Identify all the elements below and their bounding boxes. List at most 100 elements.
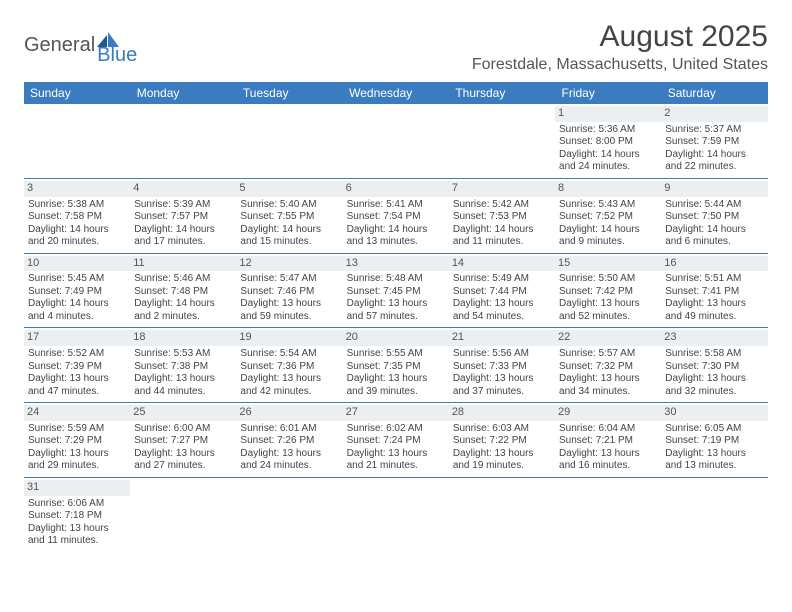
sunset-line: Sunset: 7:27 PM (134, 435, 232, 448)
daylight-line: and 39 minutes. (347, 386, 445, 399)
day-cell: 6Sunrise: 5:41 AMSunset: 7:54 PMDaylight… (343, 178, 449, 253)
sunset-line: Sunset: 7:55 PM (240, 211, 338, 224)
daylight-line: Daylight: 13 hours (665, 373, 763, 386)
daylight-line: Daylight: 14 hours (559, 224, 657, 237)
sunrise-line: Sunrise: 5:58 AM (665, 348, 763, 361)
sunset-line: Sunset: 7:38 PM (134, 361, 232, 374)
day-cell (236, 104, 342, 178)
daylight-line: Daylight: 13 hours (240, 298, 338, 311)
daylight-line: and 4 minutes. (28, 311, 126, 324)
daylight-line: and 24 minutes. (559, 161, 657, 174)
day-cell (555, 477, 661, 551)
day-cell: 23Sunrise: 5:58 AMSunset: 7:30 PMDayligh… (661, 328, 767, 403)
sunset-line: Sunset: 7:58 PM (28, 211, 126, 224)
day-header-row: Sunday Monday Tuesday Wednesday Thursday… (24, 82, 768, 104)
daylight-line: Daylight: 13 hours (665, 298, 763, 311)
sunset-line: Sunset: 7:33 PM (453, 361, 551, 374)
sunset-line: Sunset: 7:52 PM (559, 211, 657, 224)
daylight-line: and 19 minutes. (453, 460, 551, 473)
daylight-line: and 6 minutes. (665, 236, 763, 249)
page: General Blue August 2025 Forestdale, Mas… (0, 0, 792, 572)
day-number: 2 (661, 106, 767, 122)
sunset-line: Sunset: 7:19 PM (665, 435, 763, 448)
day-cell: 5Sunrise: 5:40 AMSunset: 7:55 PMDaylight… (236, 178, 342, 253)
sunrise-line: Sunrise: 6:06 AM (28, 498, 126, 511)
sunrise-line: Sunrise: 5:52 AM (28, 348, 126, 361)
day-number (343, 480, 449, 482)
day-number: 17 (24, 330, 130, 346)
daylight-line: Daylight: 13 hours (453, 448, 551, 461)
sunset-line: Sunset: 7:32 PM (559, 361, 657, 374)
daylight-line: and 22 minutes. (665, 161, 763, 174)
day-number (236, 480, 342, 482)
day-number: 3 (24, 181, 130, 197)
day-cell: 29Sunrise: 6:04 AMSunset: 7:21 PMDayligh… (555, 403, 661, 478)
daylight-line: and 32 minutes. (665, 386, 763, 399)
logo: General Blue (24, 26, 137, 65)
daylight-line: and 57 minutes. (347, 311, 445, 324)
daylight-line: and 34 minutes. (559, 386, 657, 399)
daylight-line: and 21 minutes. (347, 460, 445, 473)
logo-text-2: Blue (97, 44, 137, 67)
day-number: 4 (130, 181, 236, 197)
dayheader-tue: Tuesday (236, 82, 342, 104)
day-cell: 10Sunrise: 5:45 AMSunset: 7:49 PMDayligh… (24, 253, 130, 328)
daylight-line: Daylight: 13 hours (665, 448, 763, 461)
day-cell: 15Sunrise: 5:50 AMSunset: 7:42 PMDayligh… (555, 253, 661, 328)
day-cell (343, 104, 449, 178)
day-cell: 7Sunrise: 5:42 AMSunset: 7:53 PMDaylight… (449, 178, 555, 253)
daylight-line: and 9 minutes. (559, 236, 657, 249)
sunrise-line: Sunrise: 5:39 AM (134, 199, 232, 212)
day-number (449, 480, 555, 482)
location: Forestdale, Massachusetts, United States (472, 56, 768, 74)
calendar-table: Sunday Monday Tuesday Wednesday Thursday… (24, 82, 768, 552)
day-cell: 16Sunrise: 5:51 AMSunset: 7:41 PMDayligh… (661, 253, 767, 328)
sunrise-line: Sunrise: 5:50 AM (559, 273, 657, 286)
day-number: 24 (24, 405, 130, 421)
sunrise-line: Sunrise: 5:36 AM (559, 124, 657, 137)
day-number: 14 (449, 256, 555, 272)
day-cell: 20Sunrise: 5:55 AMSunset: 7:35 PMDayligh… (343, 328, 449, 403)
sunrise-line: Sunrise: 5:43 AM (559, 199, 657, 212)
daylight-line: and 11 minutes. (28, 535, 126, 548)
sunrise-line: Sunrise: 5:38 AM (28, 199, 126, 212)
sunset-line: Sunset: 7:36 PM (240, 361, 338, 374)
daylight-line: and 13 minutes. (665, 460, 763, 473)
day-cell (343, 477, 449, 551)
sunset-line: Sunset: 7:44 PM (453, 286, 551, 299)
day-number: 16 (661, 256, 767, 272)
day-cell: 3Sunrise: 5:38 AMSunset: 7:58 PMDaylight… (24, 178, 130, 253)
sunrise-line: Sunrise: 5:41 AM (347, 199, 445, 212)
sunrise-line: Sunrise: 6:02 AM (347, 423, 445, 436)
daylight-line: Daylight: 13 hours (347, 373, 445, 386)
sunset-line: Sunset: 7:39 PM (28, 361, 126, 374)
week-row: 24Sunrise: 5:59 AMSunset: 7:29 PMDayligh… (24, 403, 768, 478)
sunrise-line: Sunrise: 5:42 AM (453, 199, 551, 212)
week-row: 31Sunrise: 6:06 AMSunset: 7:18 PMDayligh… (24, 477, 768, 551)
day-cell: 25Sunrise: 6:00 AMSunset: 7:27 PMDayligh… (130, 403, 236, 478)
dayheader-fri: Friday (555, 82, 661, 104)
day-number: 31 (24, 480, 130, 496)
day-number: 23 (661, 330, 767, 346)
day-cell (449, 477, 555, 551)
day-cell: 13Sunrise: 5:48 AMSunset: 7:45 PMDayligh… (343, 253, 449, 328)
sunset-line: Sunset: 7:53 PM (453, 211, 551, 224)
daylight-line: and 13 minutes. (347, 236, 445, 249)
month-title: August 2025 (472, 20, 768, 54)
daylight-line: and 20 minutes. (28, 236, 126, 249)
day-number: 1 (555, 106, 661, 122)
sunrise-line: Sunrise: 5:59 AM (28, 423, 126, 436)
sunset-line: Sunset: 7:22 PM (453, 435, 551, 448)
daylight-line: and 17 minutes. (134, 236, 232, 249)
day-number: 13 (343, 256, 449, 272)
daylight-line: and 59 minutes. (240, 311, 338, 324)
day-cell: 30Sunrise: 6:05 AMSunset: 7:19 PMDayligh… (661, 403, 767, 478)
day-cell: 19Sunrise: 5:54 AMSunset: 7:36 PMDayligh… (236, 328, 342, 403)
daylight-line: Daylight: 13 hours (28, 373, 126, 386)
daylight-line: and 47 minutes. (28, 386, 126, 399)
daylight-line: Daylight: 13 hours (559, 373, 657, 386)
day-cell: 31Sunrise: 6:06 AMSunset: 7:18 PMDayligh… (24, 477, 130, 551)
day-number: 12 (236, 256, 342, 272)
logo-text-1: General (24, 34, 95, 57)
daylight-line: Daylight: 14 hours (134, 224, 232, 237)
